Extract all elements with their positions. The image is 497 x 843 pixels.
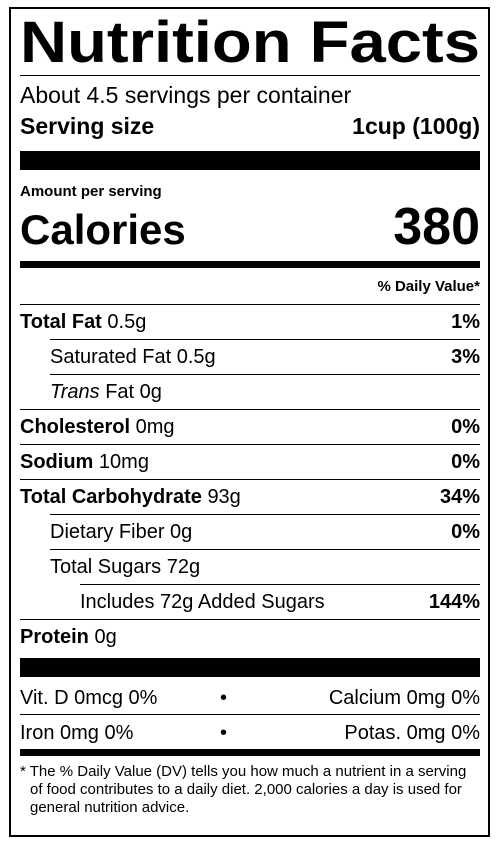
nutrient-name: Sodium [20, 451, 94, 473]
serving-size-label: Serving size [20, 113, 155, 139]
rule [20, 479, 480, 480]
serving-size: Serving size 1cup (100g) [20, 113, 480, 140]
nutrient-dv: 0% [451, 451, 480, 473]
nutrient-rows: Total Fat 0.5g 1% Saturated Fat 0.5g 3% … [20, 304, 480, 654]
nutrient-name: Fat 0g [105, 381, 162, 403]
nutrient-row: Trans Fat 0g [20, 374, 480, 409]
daily-value-header: % Daily Value* [377, 278, 480, 295]
nutrient-row: Saturated Fat 0.5g 3% [20, 339, 480, 374]
vitamin: Iron 0mg 0% [20, 722, 134, 744]
separator: • [220, 722, 228, 744]
nutrient-row: Total Sugars 72g [20, 549, 480, 584]
rule [20, 304, 480, 305]
nutrient-row: Protein 0g [20, 619, 480, 654]
nutrient-dv: 0% [451, 416, 480, 438]
rule [50, 549, 480, 550]
nutrient-amount: 0mg [135, 416, 175, 438]
nutrient-name: Total Sugars 72g [50, 556, 201, 578]
nutrient-name: Total Fat [20, 311, 102, 333]
nutrient-name-italic: Trans [50, 381, 100, 403]
rule [50, 339, 480, 340]
vitamin: Calcium 0mg 0% [328, 687, 480, 709]
medium-bar [20, 749, 480, 756]
nutrient-name: Dietary Fiber 0g [50, 521, 193, 543]
nutrient-row: Total Fat 0.5g 1% [20, 304, 480, 339]
nutrient-dv: 34% [439, 486, 480, 508]
title-box: Nutrition Facts [20, 10, 480, 70]
nutrient-dv: 1% [451, 311, 480, 333]
nutrient-row: Includes 72g Added Sugars 144% [20, 584, 480, 619]
nutrient-dv: 3% [451, 346, 480, 368]
vitamin-row: Iron 0mg 0% • Potas. 0mg 0% [20, 715, 480, 749]
medium-bar [20, 261, 480, 268]
serving-size-value: 1cup (100g) [352, 113, 480, 139]
rule [80, 584, 480, 585]
calories-value: 380 [393, 198, 480, 256]
vitamin: Potas. 0mg 0% [344, 722, 480, 744]
rule [20, 619, 480, 620]
nutrient-row: Total Carbohydrate 93g 34% [20, 479, 480, 514]
separator: • [220, 687, 228, 709]
nutrient-name: Protein [20, 626, 89, 648]
rule [20, 714, 480, 715]
vitamin: Vit. D 0mcg 0% [20, 687, 158, 709]
nutrient-amount: 93g [207, 486, 241, 508]
rule [50, 514, 480, 515]
calories: Calories 380 [20, 197, 480, 257]
nutrient-dv: 144% [428, 591, 480, 613]
nutrient-amount: 0g [94, 626, 117, 648]
rule [20, 409, 480, 410]
nutrient-amount: 0.5g [107, 311, 147, 333]
thick-bar [20, 658, 480, 677]
thick-bar [20, 151, 480, 170]
nutrient-dv: 0% [451, 521, 480, 543]
label-border [9, 7, 490, 837]
nutrient-name: Includes 72g Added Sugars [80, 591, 325, 613]
footnote-box: * The % Daily Value (DV) tells you how m… [20, 763, 480, 817]
rule [20, 75, 480, 76]
nutrient-row: Cholesterol 0mg 0% [20, 409, 480, 444]
calories-label: Calories [20, 206, 186, 253]
footnote: * The % Daily Value (DV) tells you how m… [20, 763, 467, 816]
nutrient-name: Total Carbohydrate [20, 486, 202, 508]
servings: About 4.5 servings per container [20, 82, 352, 108]
title: Nutrition Facts [20, 10, 480, 70]
rule [20, 444, 480, 445]
nutrient-name: Cholesterol [20, 416, 131, 438]
vitamin-row: Vit. D 0mcg 0% • Calcium 0mg 0% [20, 680, 480, 714]
nutrient-amount: 10mg [98, 451, 149, 473]
rule [50, 374, 480, 375]
nutrient-name: Saturated Fat 0.5g [50, 346, 216, 368]
nutrient-row: Sodium 10mg 0% [20, 444, 480, 479]
nutrient-row: Dietary Fiber 0g 0% [20, 514, 480, 549]
amount-per-serving: Amount per serving [20, 183, 162, 200]
